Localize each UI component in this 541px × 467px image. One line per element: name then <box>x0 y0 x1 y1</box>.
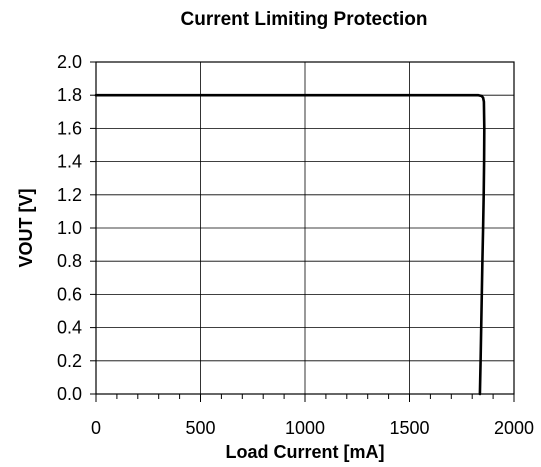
y-tick-label: 1.4 <box>57 152 82 172</box>
x-tick-labels: 0 500 1000 1500 2000 <box>91 418 534 438</box>
y-axis-label: VOUT [V] <box>16 189 36 268</box>
y-tick-label: 0.8 <box>57 251 82 271</box>
y-tick-label: 1.2 <box>57 185 82 205</box>
x-tick-label: 1000 <box>285 418 325 438</box>
y-tick-label: 1.0 <box>57 218 82 238</box>
x-tick-label: 2000 <box>494 418 534 438</box>
y-tick-label: 1.6 <box>57 118 82 138</box>
y-tick-label: 0.2 <box>57 351 82 371</box>
y-tick-label: 2.0 <box>57 52 82 72</box>
x-tick-label: 0 <box>91 418 101 438</box>
series-line <box>94 93 486 396</box>
series <box>94 93 486 396</box>
ticks <box>90 61 515 402</box>
x-tick-label: 500 <box>185 418 215 438</box>
y-tick-label: 1.8 <box>57 85 82 105</box>
chart-title: Current Limiting Protection <box>181 9 428 30</box>
y-tick-label: 0.6 <box>57 284 82 304</box>
y-tick-label: 0.0 <box>57 384 82 404</box>
x-axis-label: Load Current [mA] <box>226 442 385 462</box>
grid <box>96 62 514 394</box>
y-tick-label: 0.4 <box>57 318 82 338</box>
y-tick-labels: 0.0 0.2 0.4 0.6 0.8 1.0 1.2 1.4 1.6 1.8 2.0 <box>57 52 82 404</box>
x-tick-label: 1500 <box>389 418 429 438</box>
